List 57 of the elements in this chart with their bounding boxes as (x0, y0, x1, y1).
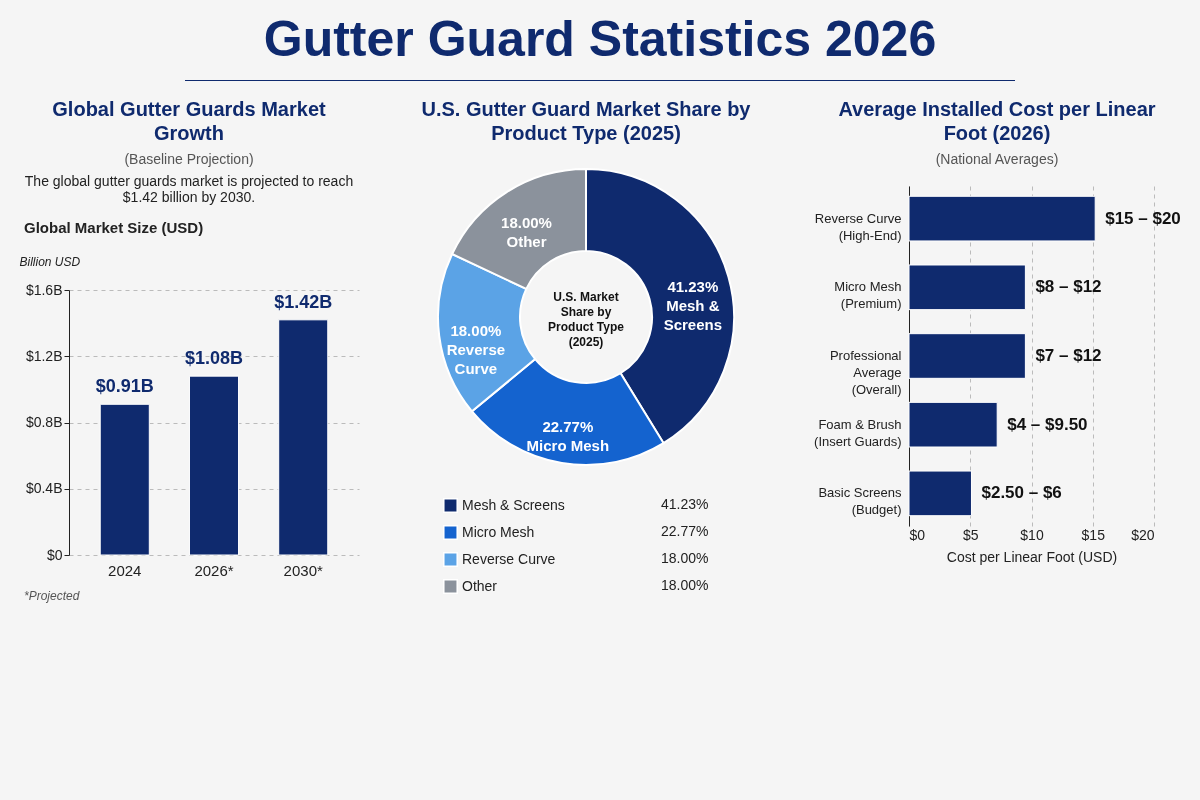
slice-label: Reverse Curve (446, 340, 506, 377)
text: 22.77% (661, 522, 709, 539)
y-tick-label: Micro Mesh (Premium) (834, 279, 902, 312)
chart-subtitle: (National Averages) (935, 151, 1059, 167)
x-tick-label: $0 (909, 526, 926, 543)
x-tick-label: 2024 (108, 561, 142, 579)
legend-label: Other (462, 577, 498, 594)
y-tick-label: $1.2B (25, 347, 63, 364)
y-axis-title: Billion USD (19, 254, 81, 269)
bar (99, 403, 150, 556)
x-tick-label: 2026* (194, 561, 234, 579)
chart-title: Global Gutter Guards Market Growth (51, 97, 327, 145)
y-tick-label: $0.8B (25, 414, 63, 430)
annotation: $2.50 – $6 (981, 483, 1062, 503)
bar (278, 319, 329, 556)
text: U.S. Market Share by Product Type (2025) (548, 290, 625, 349)
data-label: 18.00% (450, 321, 502, 339)
y-tick-label: Professional Average (Overall) (829, 348, 902, 397)
text: Gutter Guard Statistics 2026 (262, 10, 938, 68)
text: *Projected (24, 589, 80, 603)
data-label: $0.91B (95, 376, 154, 397)
slice-label: Micro Mesh (526, 436, 610, 454)
annotation: $7 – $12 (1035, 346, 1102, 365)
x-axis-title: Cost per Linear Foot (USD) (946, 548, 1118, 565)
data-label: $1.08B (184, 348, 244, 369)
y-tick-label: $0.4B (25, 480, 63, 497)
chart-subtitle: (Baseline Projection) (124, 151, 254, 167)
x-tick-label: 2030* (283, 561, 323, 579)
annotation: $4 – $9.50 (1007, 414, 1088, 434)
data-label: $1.42B (274, 291, 333, 312)
bar (188, 375, 240, 556)
y-tick-label: $1.6B (25, 281, 63, 298)
data-label: 18.00% (501, 214, 552, 232)
y-tick-label: Foam & Brush (Insert Guards) (814, 416, 902, 449)
text: 18.00% (661, 576, 709, 593)
text: 18.00% (661, 549, 709, 566)
chart-title: U.S. Gutter Guard Market Share by Product Type (2025) (421, 97, 751, 145)
y-tick-label: Basic Screens (Budget) (818, 485, 902, 518)
text: The global gutter guards market is projected to reach $1.42 billion by 2030. (24, 173, 354, 205)
legend-label: Micro Mesh (462, 523, 535, 540)
data-label: 22.77% (542, 417, 594, 435)
chart-title: Average Installed Cost per Linear Foot (2026) (837, 97, 1157, 145)
x-tick-label: $10 (1020, 526, 1044, 543)
slice-label: Mesh & Screens (663, 296, 722, 333)
y-tick-label: Reverse Curve (High-End) (814, 210, 902, 243)
y-tick-label: $0 (46, 546, 63, 563)
legend-label: Reverse Curve (462, 550, 556, 567)
legend-label: Mesh & Screens (462, 496, 565, 513)
data-label: 41.23% (667, 277, 719, 295)
annotation: $8 – $12 (1035, 277, 1102, 297)
text: 41.23% (661, 495, 709, 512)
x-tick-label: $5 (962, 526, 979, 543)
annotation: $15 – $20 (1105, 208, 1181, 228)
x-tick-label: $15 (1081, 526, 1106, 543)
slice-label: Other (506, 233, 547, 251)
text: Global Market Size (USD) (24, 219, 204, 236)
x-tick-label: $20 (1131, 526, 1155, 543)
